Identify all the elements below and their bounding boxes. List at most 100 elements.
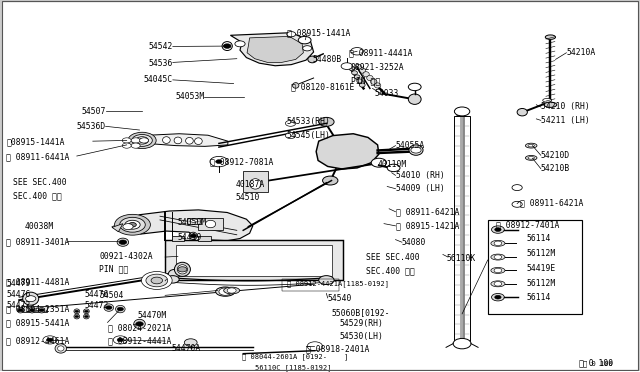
Circle shape	[151, 277, 163, 284]
Ellipse shape	[360, 83, 365, 87]
Text: 54210B: 54210B	[541, 164, 570, 173]
Bar	[165, 240, 343, 280]
Circle shape	[210, 156, 228, 167]
Ellipse shape	[545, 35, 556, 39]
Text: 40187A: 40187A	[236, 180, 265, 189]
Text: 54033: 54033	[374, 89, 399, 98]
Circle shape	[235, 41, 245, 47]
Ellipse shape	[528, 157, 534, 159]
Circle shape	[494, 282, 502, 286]
Text: 56112M: 56112M	[526, 249, 556, 258]
Text: 54510: 54510	[236, 193, 260, 202]
Ellipse shape	[250, 179, 261, 189]
Circle shape	[411, 147, 421, 153]
Circle shape	[113, 336, 127, 344]
Text: ① 0 100: ① 0 100	[579, 359, 613, 368]
Text: 54476: 54476	[84, 290, 109, 299]
Text: 54210 (RH): 54210 (RH)	[541, 103, 589, 112]
Text: 40110M: 40110M	[378, 160, 407, 169]
Text: 40038M: 40038M	[24, 222, 54, 231]
Bar	[198, 218, 223, 230]
Bar	[198, 236, 211, 241]
Text: 54053M: 54053M	[175, 92, 205, 101]
Circle shape	[178, 267, 187, 272]
Text: 56114: 56114	[526, 234, 550, 243]
Circle shape	[75, 310, 79, 312]
Ellipse shape	[222, 42, 232, 51]
Circle shape	[351, 48, 364, 55]
Circle shape	[323, 176, 338, 185]
Ellipse shape	[104, 304, 114, 311]
Ellipse shape	[367, 76, 373, 81]
Ellipse shape	[174, 262, 191, 276]
Text: 54419E: 54419E	[526, 264, 556, 273]
Ellipse shape	[74, 314, 79, 319]
Text: 54479: 54479	[6, 279, 31, 288]
Circle shape	[303, 46, 312, 51]
Text: 08921-3252A: 08921-3252A	[351, 63, 404, 72]
Circle shape	[106, 306, 112, 310]
Polygon shape	[131, 210, 253, 241]
Circle shape	[117, 307, 124, 311]
Text: 54055A: 54055A	[396, 141, 425, 150]
Text: 54472: 54472	[84, 301, 109, 310]
Text: 54211 (LH): 54211 (LH)	[541, 116, 589, 125]
Ellipse shape	[292, 83, 299, 88]
Text: 54470M: 54470M	[138, 311, 167, 320]
Circle shape	[43, 336, 57, 344]
Text: 54470A: 54470A	[172, 344, 201, 353]
Ellipse shape	[117, 238, 129, 246]
Text: Ⓝ 08911-3401A: Ⓝ 08911-3401A	[6, 238, 70, 247]
Ellipse shape	[517, 109, 527, 116]
Text: ① 0 100: ① 0 100	[584, 360, 613, 367]
Text: Ⓑ 08044-2601A [0192-    ]: Ⓑ 08044-2601A [0192- ]	[242, 353, 348, 360]
Circle shape	[132, 135, 152, 146]
Circle shape	[75, 315, 79, 318]
Ellipse shape	[544, 102, 557, 108]
Ellipse shape	[23, 292, 38, 305]
Ellipse shape	[189, 232, 197, 240]
Circle shape	[454, 107, 470, 116]
Ellipse shape	[17, 307, 24, 313]
Bar	[176, 245, 332, 276]
Polygon shape	[141, 134, 228, 146]
Text: Ⓑ 08024-2021A: Ⓑ 08024-2021A	[108, 323, 171, 332]
Text: Ⓝ 08912-4461A: Ⓝ 08912-4461A	[6, 337, 70, 346]
Ellipse shape	[491, 240, 505, 246]
Circle shape	[371, 158, 387, 167]
Ellipse shape	[357, 79, 363, 83]
Text: Ⓝ 08911-6421A: Ⓝ 08911-6421A	[520, 198, 583, 207]
Ellipse shape	[352, 71, 358, 75]
Text: Ⓦ08915-1441A: Ⓦ08915-1441A	[6, 137, 65, 147]
Circle shape	[223, 44, 231, 48]
Circle shape	[512, 201, 522, 207]
Text: 54419: 54419	[178, 232, 202, 241]
Text: 55060B[0192-: 55060B[0192-	[332, 308, 390, 317]
Text: 54210D: 54210D	[541, 151, 570, 160]
Bar	[187, 218, 201, 224]
Text: 54540: 54540	[328, 294, 352, 303]
Circle shape	[123, 224, 133, 230]
Circle shape	[84, 315, 88, 318]
Circle shape	[494, 268, 502, 273]
Circle shape	[129, 222, 136, 227]
Circle shape	[494, 241, 502, 246]
Text: Ⓝ 08911-4481A: Ⓝ 08911-4481A	[6, 278, 70, 287]
Text: 54507: 54507	[81, 107, 106, 116]
Text: 54536: 54536	[148, 59, 173, 68]
Bar	[282, 279, 339, 291]
Circle shape	[387, 164, 400, 171]
Bar	[172, 236, 184, 241]
Circle shape	[512, 185, 522, 190]
Circle shape	[119, 240, 127, 244]
Ellipse shape	[371, 79, 377, 84]
Ellipse shape	[224, 287, 240, 294]
Text: Ⓝ 08911-6441A: Ⓝ 08911-6441A	[6, 152, 70, 161]
Circle shape	[495, 228, 501, 231]
Ellipse shape	[363, 72, 369, 77]
Text: SEE SEC.400: SEE SEC.400	[13, 178, 67, 187]
Circle shape	[492, 226, 504, 233]
Text: Ⓦ 08915-1421A: Ⓦ 08915-1421A	[396, 221, 459, 230]
Text: 54504: 54504	[99, 291, 124, 300]
Circle shape	[494, 255, 502, 259]
